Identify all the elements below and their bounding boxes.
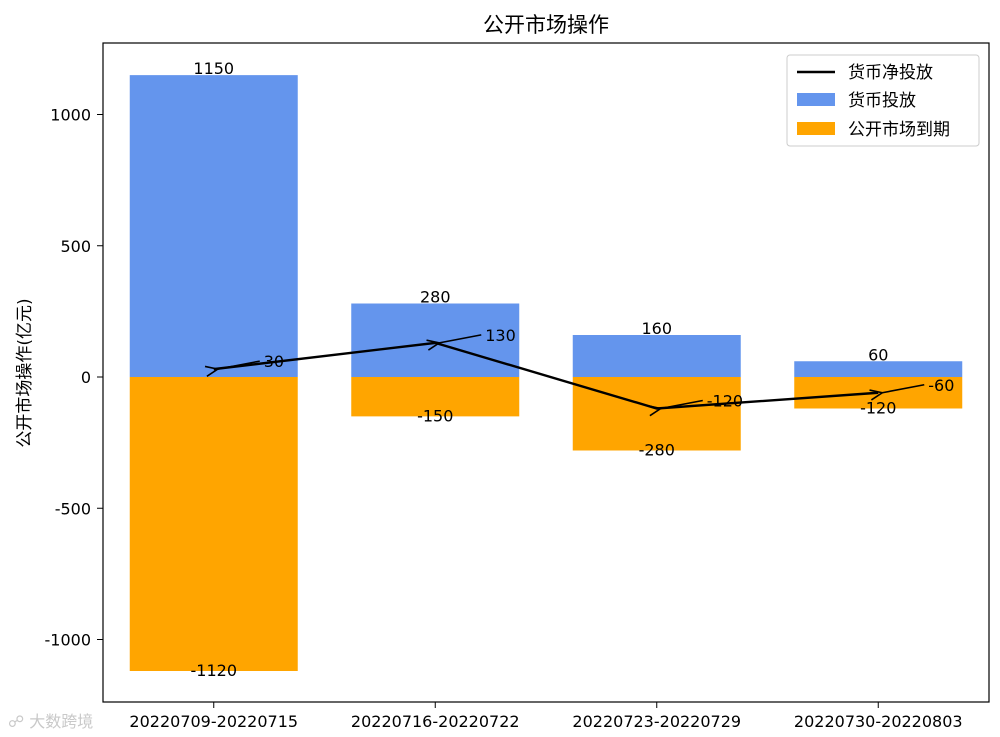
- x-tick-label: 20220716-20220722: [351, 712, 520, 731]
- y-tick-label: 500: [60, 237, 91, 256]
- data-label-open-market-maturity: -1120: [191, 661, 238, 680]
- legend-label-open-market-maturity: 公开市场到期: [848, 120, 950, 140]
- series-net-injection: [213, 341, 879, 410]
- chart-title: 公开市场操作: [483, 13, 609, 37]
- bar-money-injection: [572, 335, 741, 377]
- bar-open-market-maturity: [129, 377, 298, 671]
- watermark-text: 大数跨境: [29, 712, 94, 731]
- legend-label-net-injection: 货币净投放: [848, 63, 933, 83]
- bar-money-injection: [129, 75, 298, 377]
- bar-open-market-maturity: [351, 377, 520, 417]
- y-tick-label: 1000: [50, 106, 91, 125]
- annotation-net-injection: -120: [707, 392, 743, 411]
- data-label-money-injection: 1150: [193, 59, 234, 78]
- legend-label-money-injection: 货币投放: [848, 91, 916, 111]
- legend-swatch-money-injection: [797, 93, 835, 106]
- annotation-arrow: [661, 399, 703, 409]
- legend-swatch-open-market-maturity: [797, 122, 835, 135]
- weibo-logo-icon: ☍: [8, 712, 30, 731]
- y-axis: 1000 500 0 -500 -1000: [45, 106, 103, 650]
- net-injection-annotations: 30 130 -120 -60: [218, 326, 954, 411]
- y-tick-label: 0: [81, 368, 91, 387]
- series-open-market-maturity: [129, 377, 963, 671]
- net-injection-line: [213, 341, 879, 410]
- y-tick-label: -500: [55, 499, 91, 518]
- x-axis: 20220709-20220715 20220716-20220722 202207…: [129, 702, 963, 731]
- x-tick-label: 20220730-20220803: [794, 712, 963, 731]
- x-tick-label: 20220709-20220715: [129, 712, 298, 731]
- legend: 货币净投放 货币投放 公开市场到期: [786, 54, 980, 147]
- data-label-open-market-maturity: -280: [639, 441, 675, 460]
- bar-open-market-maturity: [572, 377, 741, 451]
- watermark: ☍ 大数跨境: [8, 708, 93, 732]
- annotation-arrow: [439, 334, 482, 343]
- plot-frame: [102, 42, 990, 703]
- y-axis-label: 公开市场操作(亿元): [15, 298, 35, 447]
- annotation-net-injection: 130: [485, 326, 516, 345]
- annotation-net-injection: -60: [928, 376, 954, 395]
- data-label-money-injection: 160: [641, 319, 672, 338]
- data-labels: 1150 280 160 60 -1120 -150 -280 -120: [191, 59, 897, 680]
- data-label-open-market-maturity: -150: [417, 406, 453, 425]
- annotation-net-injection: 30: [264, 352, 284, 371]
- data-label-open-market-maturity: -120: [860, 399, 896, 418]
- x-tick-label: 20220723-20220729: [572, 712, 741, 731]
- annotation-arrow: [218, 360, 260, 369]
- data-label-money-injection: 280: [420, 288, 451, 307]
- data-label-money-injection: 60: [868, 345, 888, 364]
- y-tick-label: -1000: [45, 631, 92, 650]
- annotation-arrow: [882, 383, 925, 393]
- bar-money-injection: [794, 361, 963, 377]
